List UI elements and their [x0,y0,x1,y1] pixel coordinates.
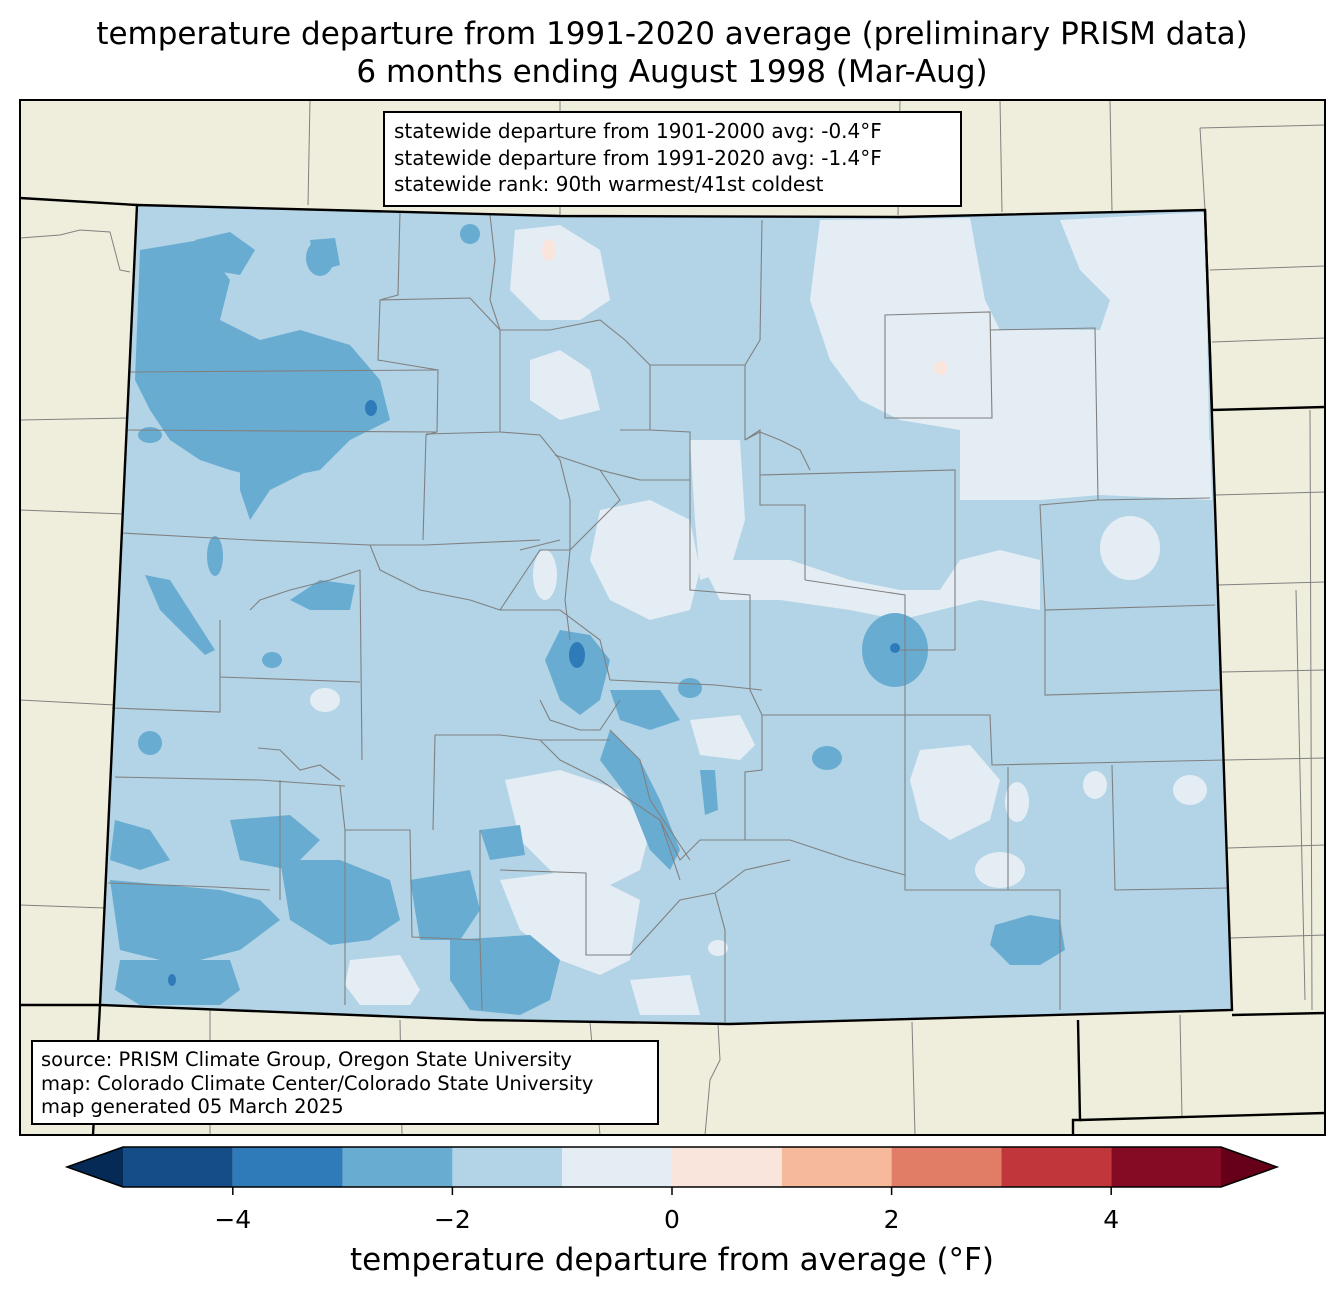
colorbar-bin [781,1147,892,1187]
source-box: source: PRISM Climate Group, Oregon Stat… [31,1040,659,1125]
generated-date-line: map generated 05 March 2025 [41,1095,344,1118]
colorado-border [98,203,1234,1026]
colorbar-over-arrow [1221,1147,1277,1187]
state-borders [20,196,1325,1135]
colorbar-tick-label: 0 [664,1205,680,1234]
colorado-county-lines [107,211,1229,1022]
colorbar-bin [123,1147,233,1187]
colorbar-outline [64,1146,1280,1188]
contour-0-to-plus1 [542,239,948,375]
colorbar-label: temperature departure from average (°F) [350,1242,994,1278]
colorbar-bin [342,1147,453,1187]
stats-line-1991-2020: statewide departure from 1991-2020 avg: … [394,145,882,170]
colorbar-tick-label: 2 [883,1205,900,1234]
colorbar-bin [452,1147,563,1187]
stats-line-1901-2000: statewide departure from 1901-2000 avg: … [394,119,882,143]
map-title: temperature departure from 1991-2020 ave… [96,16,1248,52]
colorbar-bin [1111,1147,1221,1187]
colorbar-bin [562,1147,672,1187]
colorbar-bin [672,1147,782,1187]
stats-line-rank: statewide rank: 90th warmest/41st coldes… [394,172,824,196]
statewide-stats-box: statewide departure from 1901-2000 avg: … [383,111,962,207]
map-subtitle: 6 months ending August 1998 (Mar-Aug) [356,54,988,90]
colorbar-under-arrow [67,1147,123,1187]
contour-minus3-to-minus4 [168,400,900,986]
map-credit-line: map: Colorado Climate Center/Colorado St… [41,1071,594,1095]
colorbar [64,1146,1280,1195]
colorbar-bin [891,1147,1002,1187]
colorbar-tick-label: 4 [1103,1205,1120,1234]
source-line: source: PRISM Climate Group, Oregon Stat… [41,1048,572,1071]
colorbar-bin [1001,1147,1112,1187]
map-frame [19,99,1326,1136]
temperature-anomaly-contours [110,212,1212,1015]
colorbar-tick-label: −2 [433,1205,471,1234]
colorbar-bin [232,1147,343,1187]
colorbar-tick-label: −4 [214,1205,252,1234]
